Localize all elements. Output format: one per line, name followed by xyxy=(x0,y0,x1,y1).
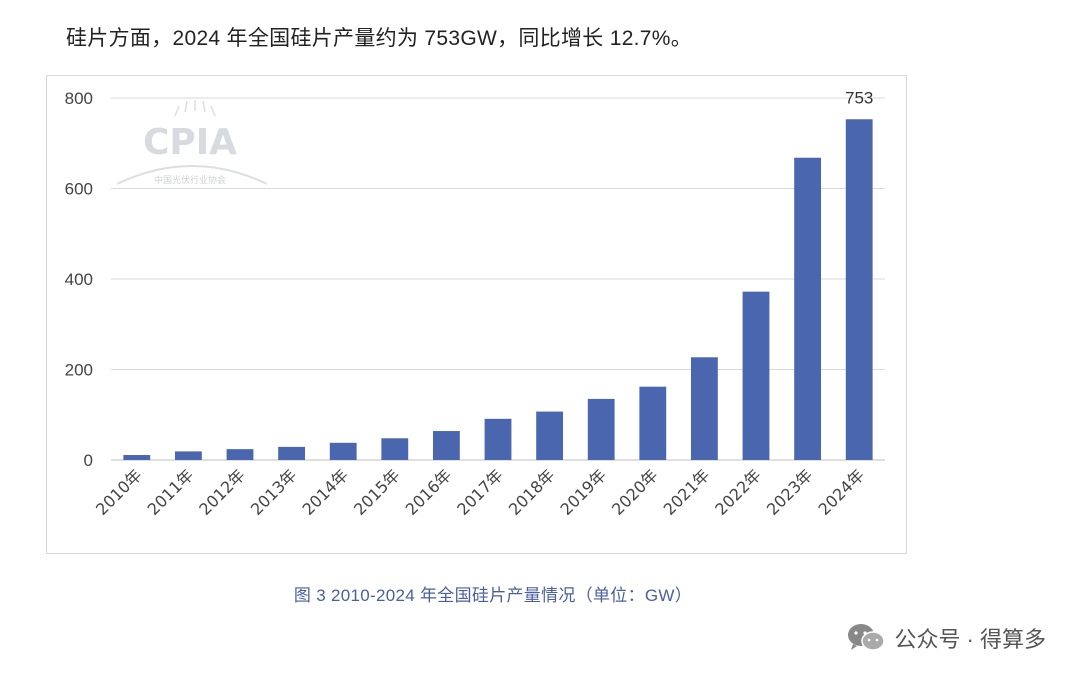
x-tick-label: 2021年 xyxy=(660,465,714,519)
x-tick-label: 2017年 xyxy=(453,465,507,519)
bar-2012年 xyxy=(226,449,254,460)
x-tick-label: 2020年 xyxy=(608,465,662,519)
x-tick-label: 2013年 xyxy=(247,465,301,519)
x-axis-ticks: 2010年2011年2012年2013年2014年2015年2016年2017年… xyxy=(92,465,868,519)
wechat-icon xyxy=(848,624,886,651)
bar-2017年 xyxy=(484,418,512,460)
figure-caption: 图 3 2010-2024 年全国硅片产量情况（单位：GW） xyxy=(293,586,693,605)
bar-2019年 xyxy=(587,398,615,460)
bar-2018年 xyxy=(536,411,564,460)
bar-2011年 xyxy=(174,451,202,460)
headline-text: 硅片方面，2024 年全国硅片产量约为 753GW，同比增长 12.7%。 xyxy=(66,27,693,50)
bar-2020年 xyxy=(639,386,667,460)
x-tick-label: 2018年 xyxy=(505,465,559,519)
bar-2023年 xyxy=(794,157,822,460)
bar-2014年 xyxy=(329,442,357,460)
bar-2016年 xyxy=(432,431,460,460)
bar-2024年 xyxy=(845,119,873,460)
data-label-2024年: 753 xyxy=(845,88,873,107)
x-tick-label: 2015年 xyxy=(350,465,404,519)
x-tick-label: 2023年 xyxy=(763,465,817,519)
source-account-name: 公众号 · 得算多 xyxy=(894,627,1046,652)
data-labels: 753 xyxy=(845,88,873,107)
chart-frame: CPIA 中国光伏行业协会 0 200 400 600 800 753 2010年 201… xyxy=(46,75,907,554)
y-tick-label: 0 xyxy=(84,451,93,470)
x-tick-label: 2010年 xyxy=(92,465,146,519)
y-tick-label: 600 xyxy=(65,180,93,199)
bar-2015年 xyxy=(381,438,409,460)
bar-2021年 xyxy=(690,357,718,460)
source-footer: 公众号 · 得算多 xyxy=(846,622,1046,654)
x-tick-label: 2016年 xyxy=(402,465,456,519)
x-tick-label: 2022年 xyxy=(711,465,765,519)
bars xyxy=(123,119,873,460)
y-tick-label: 800 xyxy=(65,89,93,108)
x-tick-label: 2024年 xyxy=(814,465,868,519)
y-tick-label: 200 xyxy=(65,361,93,380)
watermark-subtitle: 中国光伏行业协会 xyxy=(154,174,226,186)
cpia-watermark-logo: CPIA 中国光伏行业协会 xyxy=(116,100,268,186)
bar-2013年 xyxy=(278,446,306,460)
bar-2022年 xyxy=(742,291,770,460)
y-tick-label: 400 xyxy=(65,270,93,289)
bar-2010年 xyxy=(123,455,151,460)
x-tick-label: 2011年 xyxy=(144,465,198,519)
x-tick-label: 2012年 xyxy=(195,465,249,519)
x-tick-label: 2014年 xyxy=(298,465,352,519)
y-axis-ticks: 0 200 400 600 800 xyxy=(65,89,93,470)
x-tick-label: 2019年 xyxy=(556,465,610,519)
watermark-logo-text: CPIA xyxy=(143,122,237,163)
